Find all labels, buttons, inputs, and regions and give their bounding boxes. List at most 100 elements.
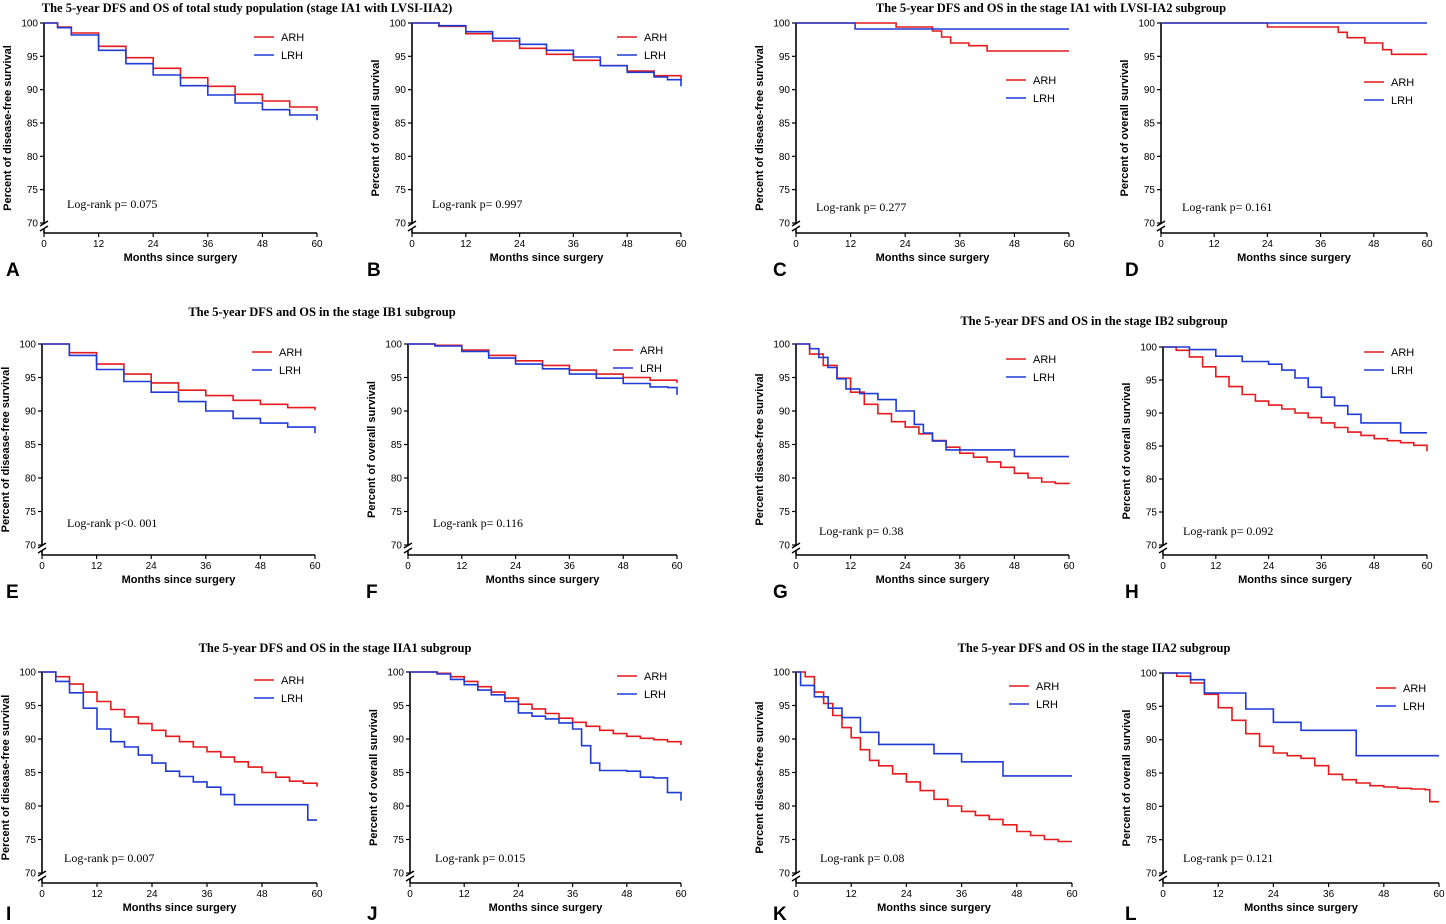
panel-letter: K: [773, 904, 787, 924]
panel-letter: H: [1125, 582, 1139, 603]
y-tick-label: 100: [1138, 19, 1155, 30]
y-tick-label: 75: [1146, 835, 1158, 846]
x-tick-label: 24: [1262, 239, 1274, 250]
legend-label-lrh: LRH: [279, 365, 301, 377]
panel-letter: A: [6, 260, 20, 281]
x-tick-label: 12: [846, 889, 858, 900]
panel-f: 70 75 80 85 90 95 100 0 12 24 36 48 60 Months since s…: [366, 340, 683, 604]
y-tick-label: 75: [27, 185, 39, 196]
x-tick-label: 12: [845, 239, 857, 250]
x-tick-label: 0: [1160, 561, 1166, 572]
y-tick-label: 90: [1146, 409, 1158, 420]
legend-label-lrh: LRH: [640, 363, 662, 375]
y-tick-label: 90: [779, 735, 791, 746]
axis-break-mark: [791, 547, 801, 554]
y-tick-label: 70: [1146, 869, 1158, 880]
x-tick-label: 36: [1315, 239, 1327, 250]
y-tick-label: 80: [1144, 152, 1156, 163]
axis-break-mark: [1158, 547, 1168, 554]
x-axis-label: Months since surgery: [124, 252, 239, 264]
panel-letter: E: [6, 582, 19, 603]
panel-i: 70 75 80 85 90 95 100 0 12 24 36 48 60 Months since s…: [0, 668, 323, 924]
y-tick-label: 75: [1144, 185, 1156, 196]
x-tick-label: 36: [956, 889, 968, 900]
x-tick-label: 60: [311, 239, 323, 250]
x-tick-label: 24: [146, 889, 158, 900]
x-axis-label: Months since surgery: [123, 902, 238, 914]
axis-break-mark: [403, 547, 413, 554]
x-tick-label: 60: [675, 239, 687, 250]
y-tick-label: 90: [1146, 735, 1158, 746]
x-axis-label: Months since surgery: [1238, 574, 1353, 586]
y-axis-label: Percent of disease-free survival: [0, 367, 12, 533]
series-line-lrh: [44, 22, 318, 121]
y-tick-label: 70: [1146, 541, 1158, 552]
y-tick-label: 85: [1146, 442, 1158, 453]
legend-label-lrh: LRH: [1033, 372, 1055, 384]
y-tick-label: 75: [779, 835, 791, 846]
y-axis-label: Percent disease-free survival: [754, 701, 766, 853]
y-tick-label: 85: [25, 768, 37, 779]
x-axis-label: Months since surgery: [1244, 902, 1359, 914]
panel-j: 70 75 80 85 90 95 100 0 12 24 36 48 60 Months since s…: [367, 668, 687, 924]
y-tick-label: 80: [25, 474, 37, 485]
x-tick-label: 0: [793, 889, 799, 900]
series-line-arh: [44, 22, 318, 111]
y-tick-label: 90: [395, 85, 407, 96]
legend-label-arh: ARH: [281, 675, 304, 687]
logrank-annotation: Log-rank p= 0.08: [820, 851, 904, 865]
logrank-annotation: Log-rank p= 0.015: [435, 851, 525, 865]
legend-label-arh: ARH: [279, 347, 302, 359]
x-tick-label: 48: [257, 239, 269, 250]
y-tick-label: 85: [25, 440, 37, 451]
y-axis-label: Percent of overall survival: [1121, 383, 1133, 520]
y-tick-label: 80: [779, 474, 791, 485]
y-tick-label: 95: [779, 373, 791, 384]
x-tick-label: 36: [201, 889, 213, 900]
axis-break-mark: [39, 225, 49, 232]
y-axis-label: Percent of overall survival: [366, 381, 378, 518]
y-tick-label: 90: [779, 85, 791, 96]
y-tick-label: 75: [25, 507, 37, 518]
y-tick-label: 75: [779, 185, 791, 196]
panel-g: 70 75 80 85 90 95 100 0 12 24 36 48 60 Months since s…: [754, 340, 1075, 604]
y-tick-label: 85: [1144, 119, 1156, 130]
y-tick-label: 85: [779, 768, 791, 779]
y-tick-label: 70: [1144, 219, 1156, 230]
panel-letter: L: [1125, 904, 1137, 924]
y-tick-label: 75: [779, 507, 791, 518]
x-tick-label: 48: [256, 889, 268, 900]
legend-label-arh: ARH: [1391, 77, 1414, 89]
group-title-ia1-ia2: The 5-year DFS and OS in the stage IA1 w…: [876, 1, 1226, 15]
x-tick-label: 36: [954, 239, 966, 250]
y-tick-label: 85: [779, 440, 791, 451]
y-tick-label: 70: [25, 541, 37, 552]
x-tick-label: 24: [1268, 889, 1280, 900]
x-tick-label: 12: [93, 239, 105, 250]
series-line-lrh: [796, 343, 1069, 458]
y-tick-label: 75: [393, 835, 405, 846]
series-line-arh: [42, 671, 318, 787]
x-tick-label: 24: [513, 889, 525, 900]
series-line-arh: [796, 22, 1069, 52]
y-tick-label: 100: [385, 340, 402, 351]
x-tick-label: 24: [510, 561, 522, 572]
x-tick-label: 48: [1368, 239, 1380, 250]
group-title-ib1: The 5-year DFS and OS in the stage IB1 s…: [188, 305, 455, 319]
x-tick-label: 60: [1421, 239, 1433, 250]
x-tick-label: 24: [148, 239, 160, 250]
panel-letter: C: [773, 260, 787, 281]
y-axis-label: Percent of overall survival: [1121, 710, 1133, 847]
y-axis-label: Percent disease-free survival: [754, 373, 766, 525]
x-tick-label: 36: [1316, 561, 1328, 572]
axis-break-mark: [37, 875, 47, 882]
y-tick-label: 80: [395, 152, 407, 163]
logrank-annotation: Log-rank p= 0.161: [1182, 200, 1272, 214]
x-tick-label: 12: [91, 561, 103, 572]
series-line-lrh: [42, 671, 317, 821]
y-tick-label: 70: [779, 869, 791, 880]
y-tick-label: 95: [393, 701, 405, 712]
legend-label-lrh: LRH: [1403, 701, 1425, 713]
y-tick-label: 70: [25, 869, 37, 880]
